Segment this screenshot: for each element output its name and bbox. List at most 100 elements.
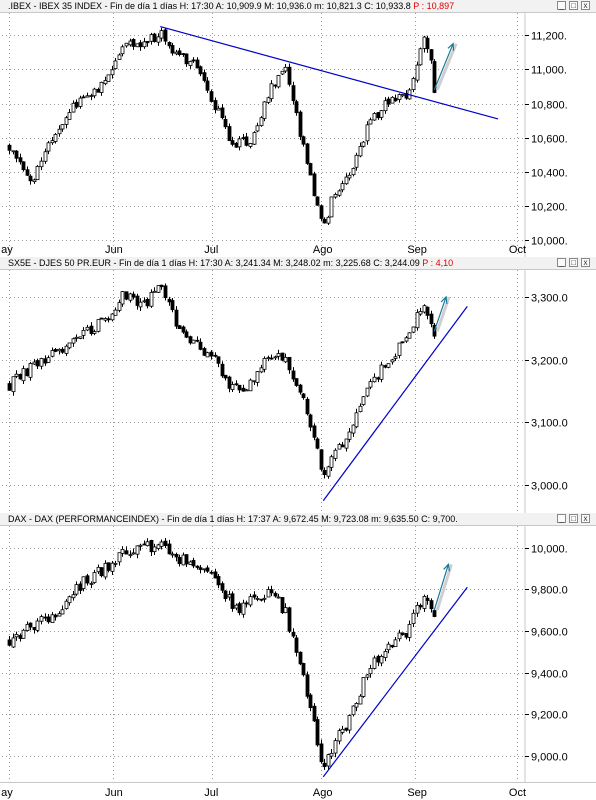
candle-body (237, 603, 242, 614)
candle-body (340, 183, 345, 191)
candle-body (124, 550, 129, 555)
candle-body (411, 612, 416, 624)
x-tick-label: Jun (105, 244, 123, 256)
candle-body (85, 575, 90, 584)
ibex-maximize-button[interactable]: □ (569, 1, 578, 10)
candle-body (213, 571, 218, 579)
candle-body (276, 353, 281, 357)
candle-body (184, 554, 189, 565)
candle-body (301, 136, 306, 145)
candle-body (241, 137, 246, 139)
candle-body (361, 396, 366, 405)
candle-body (223, 374, 228, 379)
candle-body (305, 674, 310, 697)
ibex-close-button[interactable]: x (581, 1, 590, 10)
candle-body (177, 50, 182, 56)
candle-body (159, 284, 164, 288)
arrow-head (443, 563, 451, 572)
candle-body (216, 576, 221, 586)
candle-body (347, 174, 352, 179)
candle-body (67, 596, 72, 604)
candle-body (266, 97, 271, 103)
candle-body (71, 102, 76, 113)
y-tick-label: 10,400. (531, 168, 568, 180)
candle-body (57, 613, 62, 617)
candle-body (312, 173, 317, 197)
candle-body (128, 293, 133, 301)
candle-body (205, 80, 210, 91)
candle-body (322, 218, 327, 224)
dax-minimize-button[interactable]: _ (557, 514, 566, 523)
ibex-header-text: .IBEX - IBEX 35 INDEX - Fin de día 1 día… (8, 1, 455, 11)
candle-body (319, 743, 324, 763)
candle-body (113, 562, 118, 565)
candle-body (234, 604, 239, 609)
candle-body (74, 336, 79, 339)
candle-body (145, 40, 150, 44)
candle-body (124, 291, 129, 300)
candle-body (152, 290, 157, 293)
candle-body (128, 554, 133, 557)
candle-body (283, 607, 288, 614)
candle-body (319, 205, 324, 219)
candle-body (128, 40, 133, 46)
dax-header: DAX - DAX (PERFORMANCEINDEX) - Fin de dí… (0, 513, 596, 526)
sx5e-header-p: P : 4,10 (422, 258, 454, 268)
candle-body (301, 663, 306, 676)
x-tick-label: Ago (313, 244, 333, 256)
candle-body (106, 562, 111, 571)
candle-body (25, 368, 30, 377)
candle-body (21, 629, 26, 639)
candle-body (411, 326, 416, 333)
candle-body (397, 94, 402, 100)
dax-maximize-button[interactable]: □ (569, 514, 578, 523)
y-tick-label: 10,000. (531, 236, 568, 248)
candle-body (326, 216, 331, 224)
sx5e-close-button[interactable]: x (581, 258, 590, 267)
candle-body (344, 438, 349, 449)
candle-body (170, 300, 175, 311)
candle-body (46, 142, 51, 152)
candle-body (269, 589, 274, 594)
candle-body (252, 380, 257, 383)
candle-body (174, 51, 179, 55)
arrow-shadow (435, 563, 453, 611)
candle-body (287, 607, 292, 632)
candle-body (103, 80, 108, 85)
candle-body (32, 179, 37, 182)
arrow-shaft (433, 296, 447, 332)
dax-panel: DAX - DAX (PERFORMANCEINDEX) - Fin de dí… (0, 513, 596, 800)
candle-body (156, 285, 161, 293)
candle-body (135, 43, 140, 48)
candle-body (255, 371, 260, 383)
candle-body (163, 29, 168, 42)
x-tick-label: Oct (509, 244, 526, 256)
sx5e-minimize-button[interactable]: _ (557, 258, 566, 267)
sx5e-maximize-button[interactable]: □ (569, 258, 578, 267)
candle-body (241, 387, 246, 392)
dax-close-button[interactable]: x (581, 514, 590, 523)
candle-body (280, 597, 285, 614)
candle-body (145, 541, 150, 547)
candle-body (85, 326, 90, 331)
candle-body (393, 639, 398, 647)
candle-body (291, 85, 296, 102)
candle-body (216, 107, 221, 111)
candle-body (138, 301, 143, 308)
candle-body (35, 360, 40, 367)
candle-body (167, 42, 172, 47)
candle-body (181, 326, 186, 333)
candle-body (372, 113, 377, 121)
candle-body (376, 112, 381, 119)
candle-body (209, 91, 214, 102)
candle-body (262, 101, 267, 119)
candle-body (298, 111, 303, 137)
candle-body (347, 431, 352, 440)
candle-body (81, 96, 86, 99)
candle-body (244, 602, 249, 605)
candle-body (198, 66, 203, 75)
candle-body (287, 66, 292, 85)
candle-body (92, 331, 97, 334)
ibex-minimize-button[interactable]: _ (557, 1, 566, 10)
ibex-panel: .IBEX - IBEX 35 INDEX - Fin de día 1 día… (0, 0, 596, 257)
